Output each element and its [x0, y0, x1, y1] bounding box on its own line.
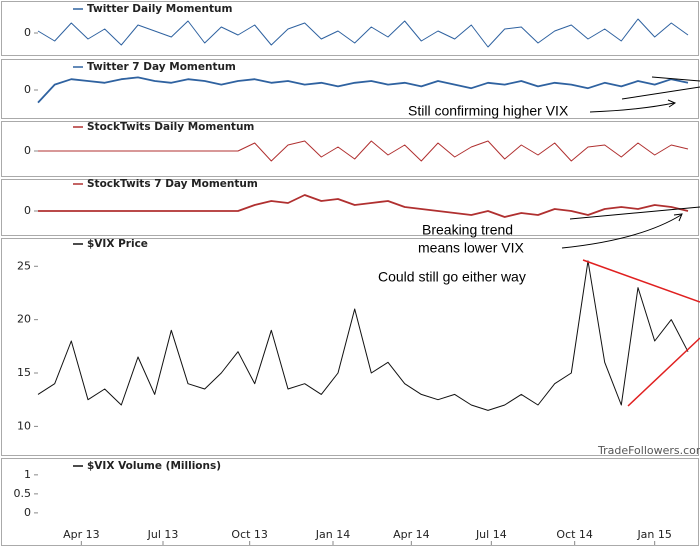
series-line: [37, 260, 689, 411]
annotation: Could still go either way: [378, 269, 526, 285]
y-tick-label: 0: [24, 83, 31, 96]
panel-title: StockTwits Daily Momentum: [87, 121, 254, 133]
x-tick-label: Oct 13: [231, 528, 268, 541]
y-tick-label: 15: [17, 366, 31, 379]
plots: Twitter Daily Momentum 0 Twitter 7 Day Mom…: [14, 3, 689, 545]
panel-frame: [1, 238, 699, 456]
x-tick-label: Jul 13: [147, 528, 179, 541]
trend-lines: [561, 76, 700, 407]
x-tick-label: Jan 14: [315, 528, 350, 541]
trend-line: [651, 76, 700, 82]
arrow-head: [667, 99, 677, 108]
panel-title: $VIX Price: [87, 238, 148, 250]
series-line: [37, 18, 689, 48]
y-tick-label: 0: [24, 506, 31, 519]
panel-title: Twitter Daily Momentum: [87, 3, 232, 15]
arrow-head: [673, 213, 683, 222]
annotation: Still confirming higher VIX: [408, 103, 569, 119]
y-tick-label: 10: [17, 419, 31, 432]
trend-line: [569, 206, 700, 220]
y-tick-label: 0: [24, 204, 31, 217]
x-tick-label: Apr 13: [63, 528, 100, 541]
y-tick-label: 0: [24, 144, 31, 157]
panel-frame: [1, 1, 699, 56]
x-tick-label: Jan 15: [636, 528, 671, 541]
trend-line: [627, 337, 700, 407]
series-line: [38, 140, 689, 162]
arrow: [561, 214, 682, 249]
annotation: means lower VIX: [418, 240, 524, 256]
panel-title: Twitter 7 Day Momentum: [87, 61, 236, 73]
y-tick-label: 25: [17, 259, 31, 272]
panel-frame: [1, 458, 699, 546]
annotation: Breaking trend: [422, 222, 513, 238]
panel-frame: [1, 59, 699, 119]
panel-title: StockTwits 7 Day Momentum: [87, 178, 258, 190]
panel-frame: [1, 121, 699, 177]
panel-title: $VIX Volume (Millions): [87, 460, 221, 472]
y-tick-label: 20: [17, 313, 31, 326]
watermark: TradeFollowers.com: [597, 444, 700, 457]
arrow: [589, 102, 675, 113]
trend-line: [582, 259, 700, 303]
series-line: [37, 76, 689, 104]
x-tick-label: Jul 14: [475, 528, 507, 541]
x-tick-label: Apr 14: [393, 528, 430, 541]
y-tick-label: 0.5: [14, 487, 32, 500]
x-tick-label: Oct 14: [556, 528, 593, 541]
y-tick-label: 1: [24, 468, 31, 481]
series-line: [38, 194, 689, 218]
trend-line: [621, 86, 700, 100]
y-tick-label: 0: [24, 26, 31, 39]
